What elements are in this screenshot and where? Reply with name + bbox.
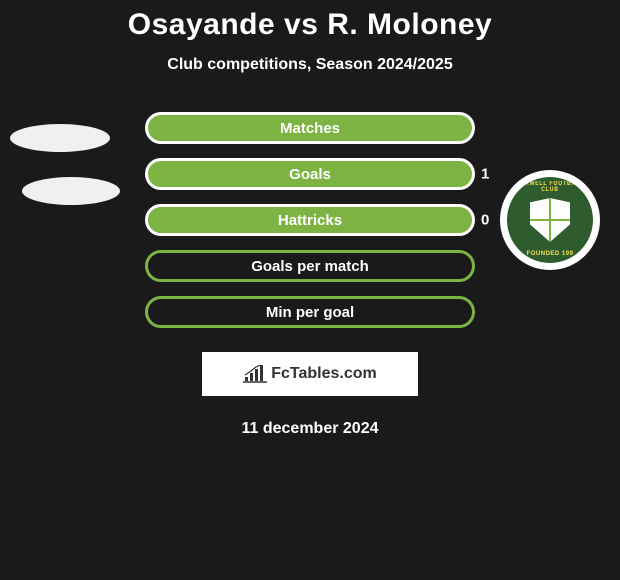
stat-bar-matches: Matches [145,112,475,144]
stat-bar-goals: Goals [145,158,475,190]
page-title: Osayande vs R. Moloney [0,8,620,42]
stat-row-mpg: Min per goal [0,296,620,328]
stat-label: Goals [289,166,331,183]
stat-row-matches: Matches [0,112,620,144]
stat-bar-mpg: Min per goal [145,296,475,328]
stat-value-goals: 1 [481,166,489,183]
brand-label: FcTables.com [271,365,377,383]
stat-label: Hattricks [278,212,342,229]
bar-chart-icon [243,365,267,383]
stat-bar-hattricks: Hattricks [145,204,475,236]
stat-label: Min per goal [266,304,354,321]
page-subtitle: Club competitions, Season 2024/2025 [0,56,620,74]
stat-row-gpm: Goals per match [0,250,620,282]
stat-label: Matches [280,120,340,137]
stat-bar-gpm: Goals per match [145,250,475,282]
stat-row-goals: Goals 1 [0,158,620,190]
stat-value-hattricks: 0 [481,212,489,229]
brand-card[interactable]: FcTables.com [202,352,418,396]
infographic-root: BARWELL FOOTBALL CLUB FOUNDED 199 Osayan… [0,0,620,438]
stat-row-hattricks: Hattricks 0 [0,204,620,236]
date-text: 11 december 2024 [0,420,620,438]
stat-label: Goals per match [251,258,369,275]
